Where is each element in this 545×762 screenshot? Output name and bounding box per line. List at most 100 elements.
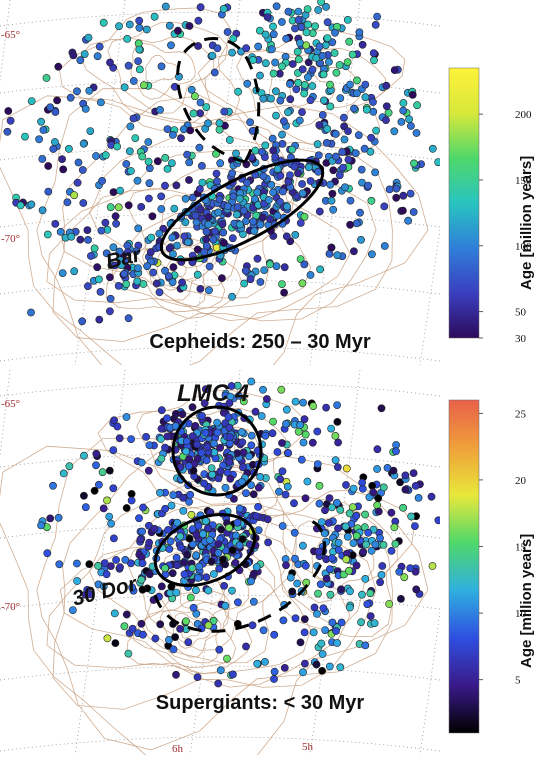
star-point [200, 399, 209, 408]
star-point [336, 663, 345, 672]
dec-gridline [0, 452, 440, 468]
colorbar-tick-label: 20 [515, 475, 527, 487]
star-point [129, 114, 138, 123]
star-point [46, 103, 55, 112]
star-point [164, 526, 172, 534]
star-point [148, 212, 157, 221]
star-point [185, 176, 193, 184]
star-point [210, 439, 218, 448]
star-point [346, 220, 354, 229]
star-point [204, 213, 213, 221]
star-point [225, 433, 234, 441]
star-point [27, 308, 35, 317]
star-point [399, 106, 408, 115]
star-point [266, 215, 274, 223]
star-point [96, 287, 105, 296]
panel-title: Cepheids: 250 – 30 Myr [149, 331, 371, 353]
star-point [49, 145, 58, 153]
star-point [231, 531, 240, 540]
star-point [282, 34, 291, 43]
star-point [164, 272, 173, 281]
star-point [387, 508, 396, 517]
star-point [185, 455, 193, 463]
star-point [193, 440, 201, 449]
star-point [184, 638, 193, 647]
star-point [249, 490, 258, 499]
density-contour [89, 523, 295, 664]
star-point [232, 149, 240, 158]
star-point [276, 96, 285, 105]
star-point [198, 411, 206, 420]
star-point [284, 7, 293, 16]
star-point [349, 539, 358, 547]
star-point [317, 518, 326, 526]
star-point [85, 560, 94, 568]
star-point [342, 481, 350, 489]
star-point [185, 158, 194, 167]
star-point [291, 554, 299, 563]
star-point [399, 503, 407, 512]
star-point [399, 99, 408, 107]
star-point [269, 188, 277, 197]
star-point [214, 540, 223, 548]
star-point [197, 448, 206, 457]
star-point [182, 437, 191, 446]
colorbar-tick-label: 30 [515, 333, 527, 345]
star-point [187, 510, 196, 519]
star-point [251, 407, 260, 416]
star-point [243, 178, 251, 187]
star-point [327, 503, 336, 512]
star-point [73, 577, 81, 585]
star-point [371, 20, 380, 29]
star-point [336, 94, 345, 103]
star-point [116, 186, 124, 195]
star-point [331, 152, 340, 161]
star-point [285, 80, 294, 88]
star-point [348, 50, 357, 59]
star-point [380, 242, 389, 250]
star-point [202, 456, 211, 465]
star-point [271, 87, 280, 96]
star-point [74, 158, 83, 167]
star-point [264, 538, 272, 547]
star-point [278, 522, 287, 530]
star-point [262, 395, 271, 403]
star-point [352, 511, 361, 520]
star-point [314, 589, 322, 598]
star-point [66, 93, 75, 102]
star-point [361, 93, 370, 102]
star-point [49, 481, 57, 490]
star-point [105, 512, 114, 521]
star-point [300, 659, 309, 668]
star-point [195, 562, 204, 571]
star-point [95, 275, 103, 284]
star-point [278, 62, 286, 71]
star-point [205, 536, 214, 544]
star-point [143, 262, 152, 271]
star-point [357, 165, 366, 174]
star-point [314, 151, 323, 160]
star-point [204, 621, 213, 630]
star-point [249, 597, 258, 606]
star-point [369, 98, 377, 106]
star-point [309, 402, 318, 410]
star-point [212, 169, 221, 178]
star-point [150, 12, 159, 21]
star-point [357, 618, 365, 627]
star-point [362, 105, 371, 114]
star-point [343, 58, 352, 66]
star-point [370, 56, 378, 65]
star-point [263, 515, 272, 524]
star-point [261, 30, 270, 39]
star-point [245, 452, 253, 461]
star-point [121, 556, 130, 564]
colorbar-tick-label: 100 [515, 241, 532, 253]
star-point [58, 155, 66, 163]
star-point [85, 86, 94, 95]
star-point [194, 522, 203, 530]
star-point [210, 68, 219, 77]
star-point [157, 424, 166, 433]
star-point [286, 171, 294, 179]
star-point [144, 138, 153, 146]
star-point [270, 675, 278, 683]
